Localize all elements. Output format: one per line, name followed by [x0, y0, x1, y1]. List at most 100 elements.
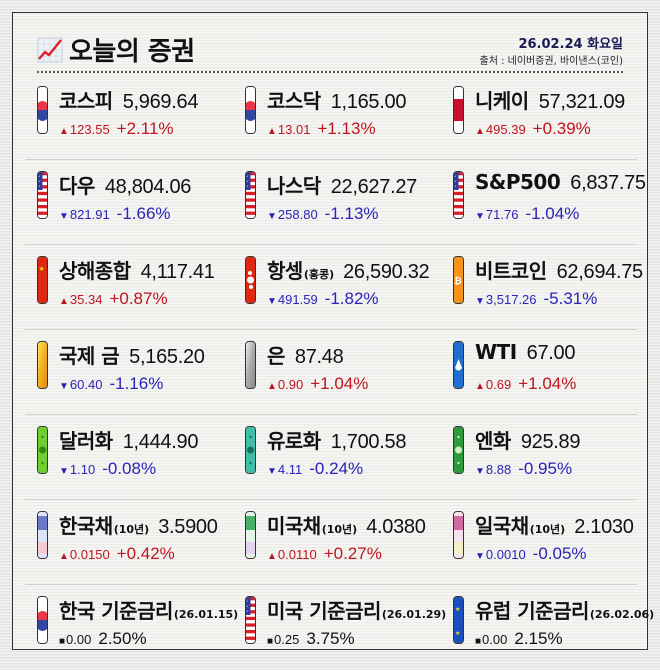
item-header: 유럽 기준금리 (26.02.06) — [475, 595, 654, 624]
square-icon: ■ — [475, 636, 482, 647]
change-amount: 821.91 — [69, 207, 110, 222]
bitcoin-icon: ₿ — [453, 256, 464, 304]
change-amount: 0.00 — [482, 632, 508, 647]
svg-text:*: * — [39, 179, 41, 184]
japan-flag-icon — [453, 86, 464, 134]
item-name: 니케이 — [475, 89, 529, 113]
market-item: 코스피 5,969.64 ▲ 123.55 +2.11% — [37, 75, 241, 160]
item-header: 비트코인 62,694.75 — [475, 255, 643, 284]
item-header: 다우 48,804.06 — [59, 170, 191, 199]
change-percent: -0.24% — [309, 459, 364, 478]
triangle-down-icon: ▼ — [475, 296, 485, 307]
change-percent: 3.75% — [306, 629, 355, 648]
market-item: 코스닥 1,165.00 ▲ 13.01 +1.13% — [245, 75, 449, 160]
item-change: ▲ 13.01 +1.13% — [267, 119, 376, 139]
item-name: 상해종합 — [59, 259, 131, 283]
svg-text:*: * — [247, 609, 249, 614]
item-header: 미국채 (10년) 4.0380 — [267, 510, 426, 539]
item-change: ▼ 821.91 -1.66% — [59, 204, 171, 224]
market-item: 일국채 (10년) 2.1030 ▼ 0.0010 -0.05% — [453, 500, 657, 585]
item-value: 87.48 — [294, 346, 344, 368]
gold-bar-icon — [37, 341, 48, 389]
item-value: 4,117.41 — [140, 261, 215, 283]
item-subtitle: (10년) — [113, 523, 150, 536]
item-name: 코스피 — [59, 89, 113, 113]
change-percent: -1.82% — [324, 289, 379, 308]
yen-bill-icon — [453, 426, 464, 474]
market-row: 한국채 (10년) 3.5900 ▲ 0.0150 +0.42% 미국채 (10… — [25, 500, 637, 585]
item-name: 한국채 — [59, 514, 113, 538]
triangle-up-icon: ▲ — [475, 126, 485, 137]
market-row: 한국 기준금리 (26.01.15) ■ 0.00 2.50% * * * 미국 기… — [25, 585, 654, 670]
item-subtitle: (10년) — [529, 523, 566, 536]
triangle-down-icon: ▼ — [59, 211, 69, 222]
board-frame: 오늘의 증권 26.02.24 화요일 출처 : 네이버증권, 바이낸스(코인)… — [12, 12, 654, 650]
market-item: 달러화 1,444.90 ▼ 1.10 -0.08% — [37, 415, 241, 500]
triangle-up-icon: ▲ — [267, 381, 277, 392]
change-percent: -0.08% — [102, 459, 157, 478]
item-subtitle: (10년) — [321, 523, 358, 536]
silver-bar-icon — [245, 341, 256, 389]
us-flag-icon: * * * — [245, 171, 256, 219]
item-change: ▲ 35.34 +0.87% — [59, 289, 168, 309]
triangle-up-icon: ▲ — [475, 381, 485, 392]
triangle-down-icon: ▼ — [267, 211, 277, 222]
item-name: 비트코인 — [475, 259, 547, 283]
change-amount: 0.25 — [274, 632, 300, 647]
item-name: WTI — [475, 340, 517, 364]
item-header: 유로화 1,700.58 — [267, 425, 406, 454]
item-value: 1,165.00 — [330, 91, 407, 113]
item-header: 코스피 5,969.64 — [59, 85, 198, 114]
item-value: 67.00 — [526, 342, 576, 364]
item-name: 미국 기준금리 — [267, 599, 381, 623]
chart-up-icon — [37, 37, 63, 62]
svg-text:*: * — [247, 184, 249, 189]
change-percent: +1.04% — [310, 374, 369, 393]
change-amount: 0.0150 — [69, 547, 110, 562]
header-divider — [37, 71, 623, 73]
svg-text:*: * — [247, 174, 249, 179]
svg-text:★: ★ — [39, 265, 45, 273]
svg-text:*: * — [247, 179, 249, 184]
item-header: 상해종합 4,117.41 — [59, 255, 215, 284]
market-row: 국제 금 5,165.20 ▼ 60.40 -1.16% 은 87.48 ▲ 0… — [25, 330, 637, 415]
market-item: * * * 나스닥 22,627.27 ▼ 258.80 -1.13% — [245, 160, 449, 245]
item-value: 5,165.20 — [129, 346, 205, 368]
item-change: ▼ 60.40 -1.16% — [59, 374, 163, 394]
change-percent: +0.39% — [532, 119, 591, 138]
item-name: S&P500 — [475, 170, 561, 194]
item-name: 코스닥 — [267, 89, 321, 113]
item-subtitle: (26.01.15) — [173, 608, 239, 621]
change-amount: 35.34 — [69, 292, 103, 307]
china-flag-icon: ★ — [37, 256, 48, 304]
item-name: 국제 금 — [59, 344, 120, 368]
square-icon: ■ — [267, 636, 274, 647]
item-value: 5,969.64 — [122, 91, 199, 113]
item-header: 은 87.48 — [267, 340, 344, 369]
change-amount: 1.10 — [69, 462, 96, 477]
item-subtitle: (홍콩) — [303, 268, 335, 281]
item-change: ▲ 0.90 +1.04% — [267, 374, 368, 394]
change-amount: 0.69 — [485, 377, 512, 392]
market-row: * * * 다우 48,804.06 ▼ 821.91 -1.66% * * * 나스닥… — [25, 160, 646, 245]
item-header: 엔화 925.89 — [475, 425, 580, 454]
date-label: 26.02.24 화요일 — [518, 37, 623, 52]
svg-text:*: * — [39, 184, 41, 189]
svg-text:★: ★ — [455, 606, 460, 613]
change-percent: -5.31% — [543, 289, 598, 308]
item-change: ■ 0.25 3.75% — [267, 629, 355, 649]
change-percent: -1.04% — [525, 204, 580, 223]
item-subtitle: (26.01.29) — [381, 608, 447, 621]
svg-text:₿: ₿ — [454, 276, 461, 286]
item-change: ■ 0.00 2.15% — [475, 629, 563, 649]
item-header: 국제 금 5,165.20 — [59, 340, 205, 369]
change-percent: -1.13% — [324, 204, 379, 223]
item-value: 6,837.75 — [570, 172, 646, 194]
change-percent: +1.04% — [518, 374, 577, 393]
market-item: WTI 67.00 ▲ 0.69 +1.04% — [453, 330, 657, 415]
item-header: 일국채 (10년) 2.1030 — [475, 510, 634, 539]
us-flag-icon: * * * — [453, 171, 464, 219]
change-percent: +2.11% — [116, 119, 174, 138]
market-item: 니케이 57,321.09 ▲ 495.39 +0.39% — [453, 75, 657, 160]
change-amount: 60.40 — [69, 377, 103, 392]
